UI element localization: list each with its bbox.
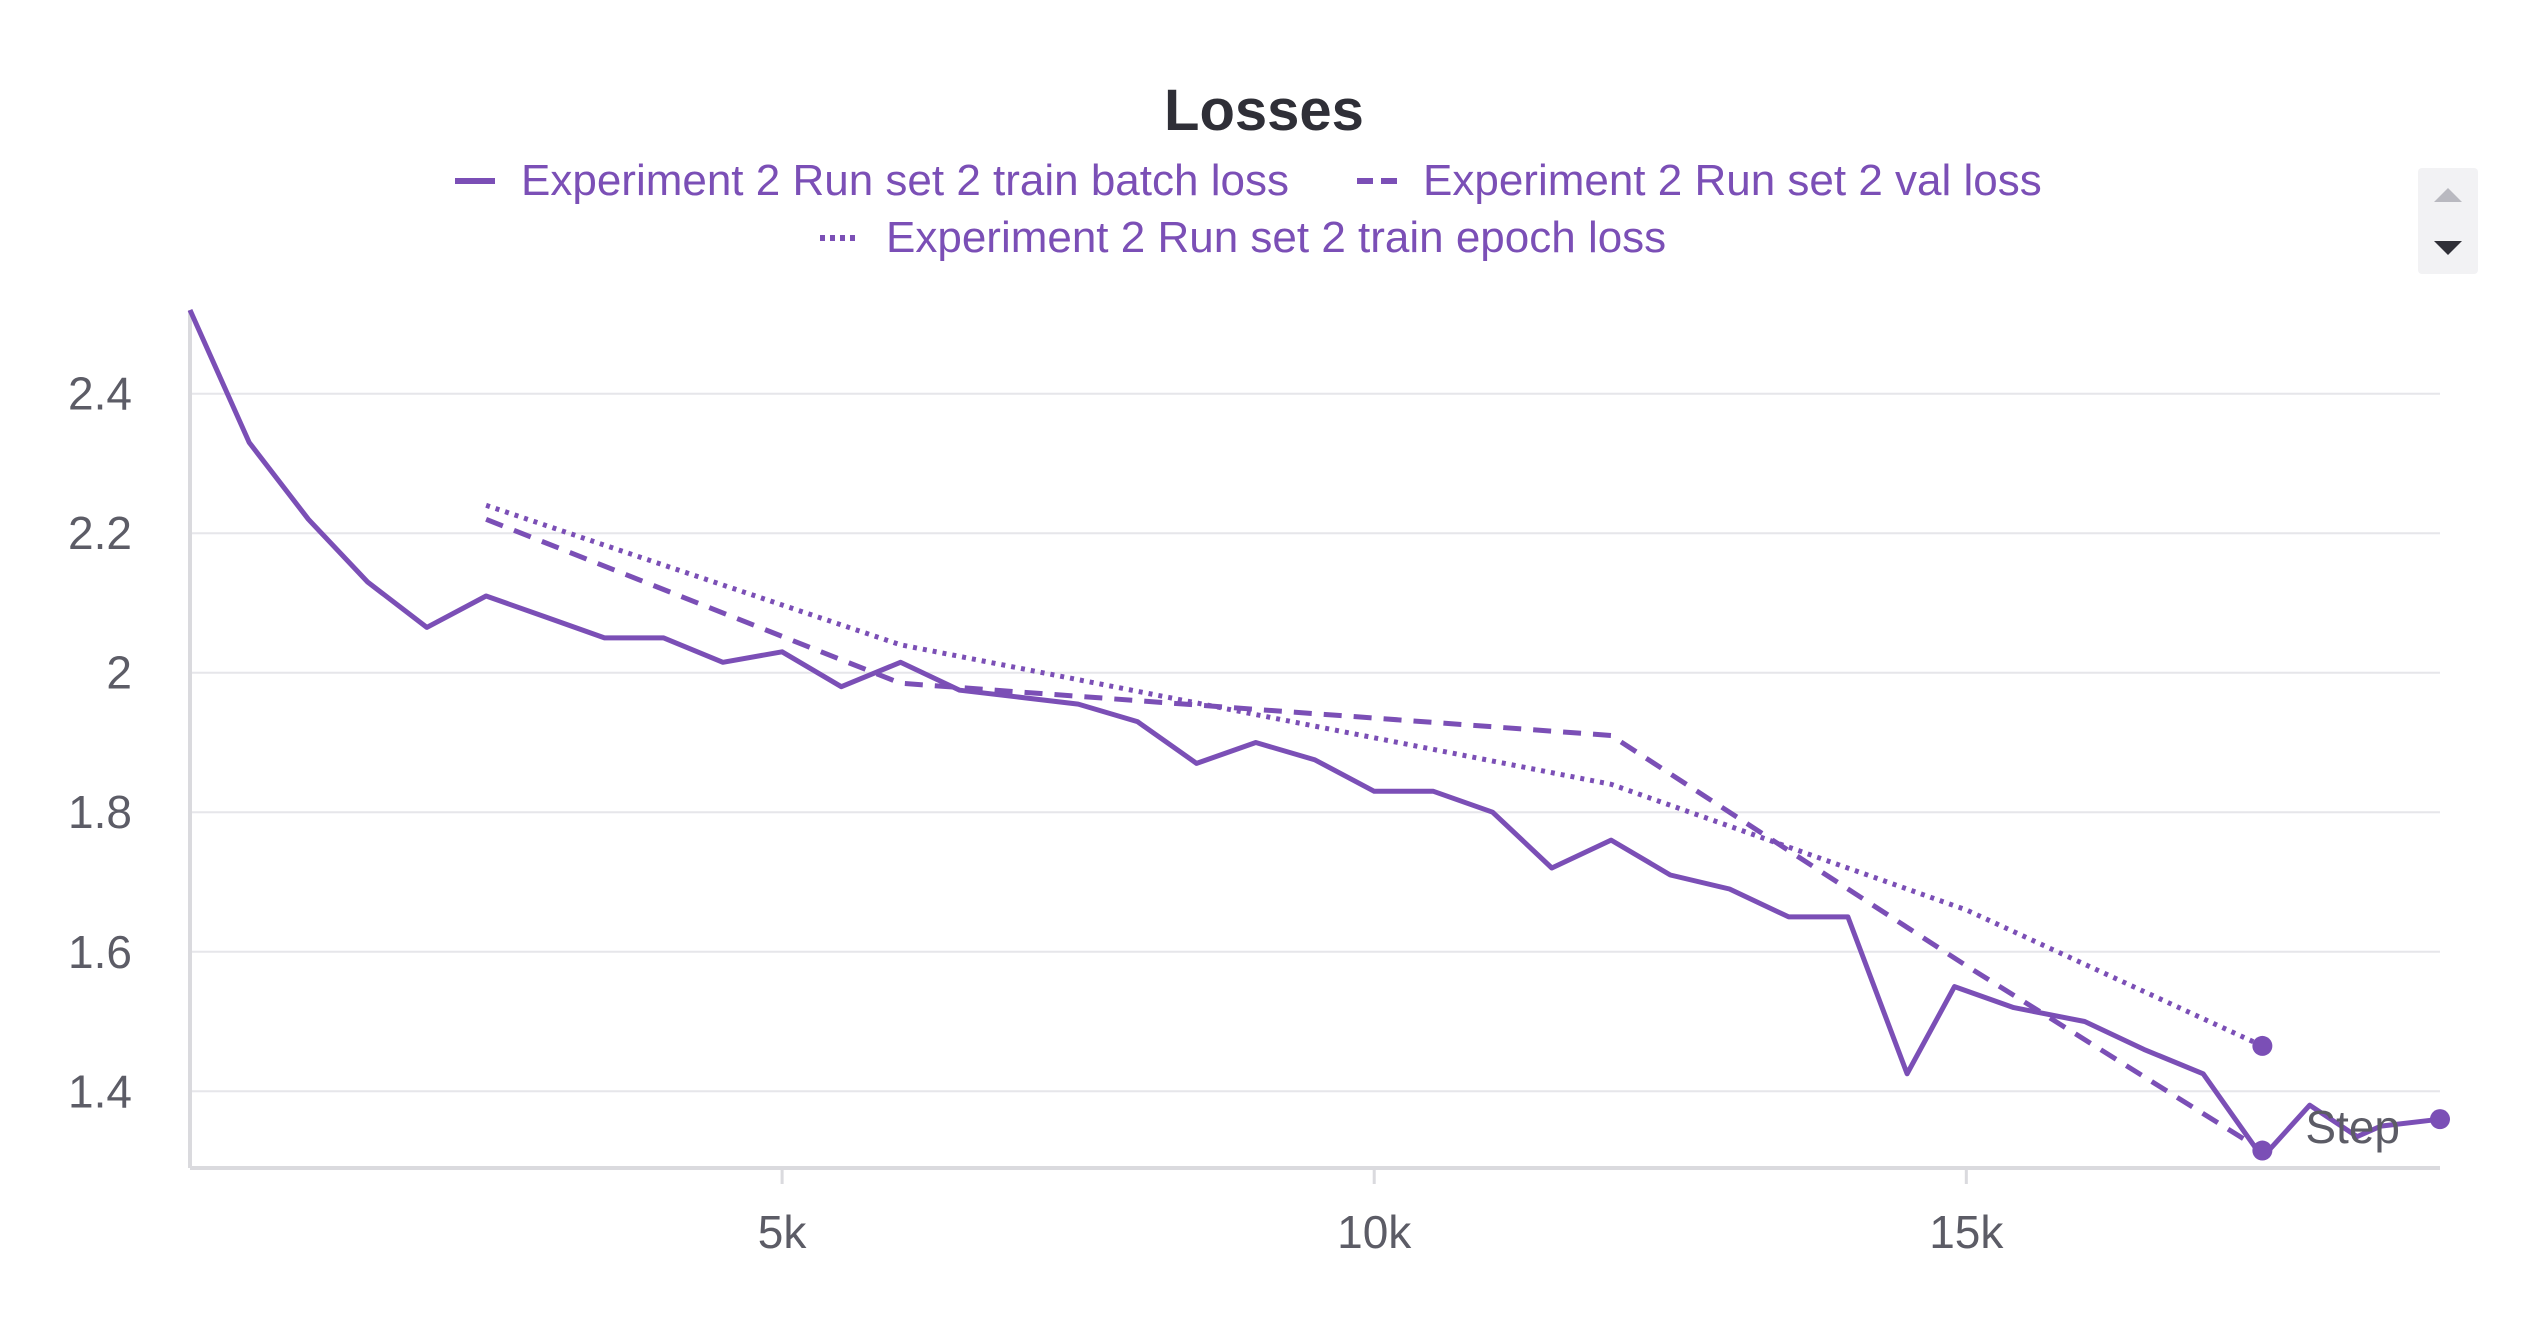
legend-scroll-up-button[interactable] bbox=[2418, 168, 2478, 221]
y-tick-labels: 1.4 1.6 1.8 2 2.2 2.4 bbox=[68, 368, 132, 1118]
y-tick-label: 1.6 bbox=[68, 926, 132, 978]
x-tick-label: 15k bbox=[1929, 1206, 2004, 1258]
legend: Experiment 2 Run set 2 train batch loss E… bbox=[455, 156, 2042, 262]
grid-lines bbox=[190, 392, 2440, 1093]
x-tick-label: 10k bbox=[1337, 1206, 1412, 1258]
legend-scroll-control bbox=[2418, 168, 2478, 274]
x-tick-labels: 5k 10k 15k bbox=[758, 1206, 2005, 1258]
x-axis-label: Step bbox=[2305, 1101, 2400, 1153]
y-tick-label: 1.4 bbox=[68, 1065, 132, 1117]
y-tick-label: 2.4 bbox=[68, 368, 132, 420]
triangle-up-icon bbox=[2434, 187, 2462, 202]
y-tick-label: 2 bbox=[106, 647, 132, 699]
y-tick-label: 1.8 bbox=[68, 786, 132, 838]
legend-label: Experiment 2 Run set 2 val loss bbox=[1423, 156, 2042, 205]
legend-label: Experiment 2 Run set 2 train epoch loss bbox=[886, 213, 1666, 262]
series-lines bbox=[187, 308, 2441, 1160]
legend-label: Experiment 2 Run set 2 train batch loss bbox=[521, 156, 1289, 205]
axes bbox=[188, 310, 2440, 1184]
legend-scroll-down-button[interactable] bbox=[2418, 221, 2478, 274]
x-tick-label: 5k bbox=[758, 1206, 808, 1258]
series-line-dotted bbox=[485, 502, 2264, 1049]
series-line-dashed bbox=[485, 516, 2264, 1153]
y-tick-label: 2.2 bbox=[68, 507, 132, 559]
series-end-marker bbox=[2252, 1140, 2273, 1161]
series-line-solid bbox=[187, 308, 2441, 1160]
chart-title: Losses bbox=[1164, 78, 1364, 143]
series-end-markers bbox=[2252, 1035, 2450, 1161]
series-end-marker bbox=[2430, 1109, 2450, 1130]
triangle-down-icon bbox=[2434, 240, 2462, 255]
series-end-marker bbox=[2252, 1035, 2273, 1056]
